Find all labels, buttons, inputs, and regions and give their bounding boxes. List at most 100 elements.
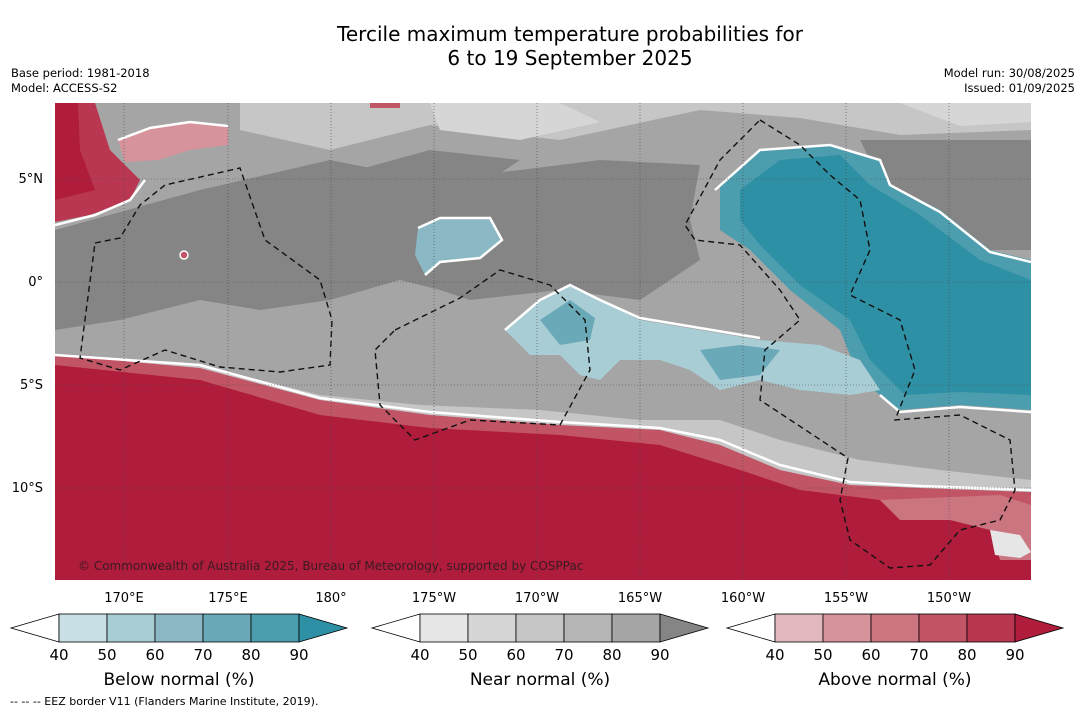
near-normal-colorbar-high-extension xyxy=(659,613,710,643)
eez-border-central xyxy=(374,269,591,441)
longitude-labels: 170°E 175°E 180° 175°W 170°W 165°W 160°W… xyxy=(104,591,971,606)
contour-central-patch xyxy=(417,216,504,276)
lat-label-5n: 5°N xyxy=(19,172,44,187)
latitude-labels: 5°N 0° 5°S 10°S xyxy=(12,172,43,496)
near-normal-colorbar-swatch xyxy=(467,613,517,643)
above-normal-colorbar-tick: 80 xyxy=(957,646,976,664)
above-normal-spot xyxy=(179,250,189,260)
above-normal-colorbar-tick: 90 xyxy=(1005,646,1024,664)
below-normal-colorbar-tick: 70 xyxy=(193,646,212,664)
title-line-2: 6 to 19 September 2025 xyxy=(447,46,693,70)
near-normal-colorbar-tick: 90 xyxy=(650,646,669,664)
above-normal-nw-patch xyxy=(118,122,228,162)
near-normal-dark-band-west xyxy=(55,160,700,330)
model-info: Base period: 1981-2018 Model: ACCESS-S2 xyxy=(11,66,150,96)
near-normal-colorbar-low-extension xyxy=(370,613,421,643)
lon-label-170e: 170°E xyxy=(104,591,144,606)
run-info: Model run: 30/08/2025 Issued: 01/09/2025 xyxy=(944,66,1075,96)
near-normal-dark-band-east xyxy=(860,140,1031,250)
below-normal-south-band xyxy=(505,285,880,395)
near-normal-colorbar-tick: 40 xyxy=(410,646,429,664)
lon-label-170w: 170°W xyxy=(515,591,559,606)
near-normal-colorbar-tick: 50 xyxy=(458,646,477,664)
contour-central-band xyxy=(504,283,761,340)
near-normal-colorbar: 40 50 60 70 80 90 Near normal (%) xyxy=(370,613,710,690)
above-normal-top-patch xyxy=(370,103,400,108)
model-run-date: Model run: 30/08/2025 xyxy=(943,66,1075,80)
lon-label-175w: 175°W xyxy=(412,591,456,606)
below-normal-colorbar-swatch xyxy=(106,613,156,643)
contour-east-north xyxy=(714,143,1031,264)
lon-label-150w: 150°W xyxy=(927,591,971,606)
below-normal-colorbar-tick: 90 xyxy=(289,646,308,664)
near-normal-colorbar-swatch xyxy=(611,613,661,643)
graticule xyxy=(55,103,1031,580)
near-normal-lighter-patch-east xyxy=(900,103,1031,126)
above-normal-colorbar-high-extension xyxy=(1014,613,1065,643)
near-normal-se-spot xyxy=(990,530,1031,558)
contour-south xyxy=(55,353,1031,492)
eez-border-east xyxy=(684,119,1016,569)
eez-footnote: -- -- -- EEZ border V11 (Flanders Marine… xyxy=(10,695,319,708)
threshold-contours xyxy=(55,120,1031,492)
below-normal-colorbar-swatch xyxy=(154,613,204,643)
below-normal-east-core xyxy=(740,155,1031,395)
contour-east-south xyxy=(879,394,1031,414)
lon-label-155w: 155°W xyxy=(824,591,868,606)
below-normal-colorbar-tick: 60 xyxy=(145,646,164,664)
below-normal-colorbar-tick: 50 xyxy=(97,646,116,664)
below-normal-colorbar-swatch xyxy=(250,613,300,643)
below-normal-colorbar-low-extension xyxy=(9,613,60,643)
lat-label-5s: 5°S xyxy=(20,378,43,393)
map-title: Tercile maximum temperature probabilitie… xyxy=(0,22,1085,70)
above-normal-colorbar-tick: 50 xyxy=(813,646,832,664)
below-normal-colorbar-swatch xyxy=(202,613,252,643)
contour-nw-patch xyxy=(117,120,229,142)
base-period: Base period: 1981-2018 xyxy=(11,66,150,80)
issued-date: Issued: 01/09/2025 xyxy=(964,81,1075,95)
below-normal-colorbar-tick: 80 xyxy=(241,646,260,664)
contour-nw xyxy=(55,179,146,227)
above-normal-colorbar-swatch xyxy=(822,613,872,643)
near-normal-colorbar-tick: 70 xyxy=(554,646,573,664)
above-normal-se-patch xyxy=(880,495,1031,560)
above-normal-colorbar-title: Above normal (%) xyxy=(818,670,971,690)
lon-label-175e: 175°E xyxy=(208,591,248,606)
probability-map: © Commonwealth of Australia 2025, Bureau… xyxy=(55,103,1031,580)
above-normal-colorbar-tick: 60 xyxy=(861,646,880,664)
near-normal-colorbar-swatch xyxy=(419,613,469,643)
below-normal-south-band-core-east xyxy=(700,345,780,380)
model-name: Model: ACCESS-S2 xyxy=(11,81,118,95)
lon-label-160w: 160°W xyxy=(721,591,765,606)
near-normal-dark-patch xyxy=(320,150,520,210)
near-normal-colorbar-tick: 80 xyxy=(602,646,621,664)
title-line-1: Tercile maximum temperature probabilitie… xyxy=(337,22,803,46)
above-normal-colorbar-swatch xyxy=(966,613,1016,643)
above-normal-colorbar-swatch xyxy=(774,613,824,643)
eez-borders xyxy=(79,119,1016,569)
below-normal-central-patch xyxy=(415,218,502,275)
above-normal-nw-core xyxy=(55,103,95,200)
above-normal-colorbar-tick: 40 xyxy=(765,646,784,664)
lat-label-10s: 10°S xyxy=(12,481,43,496)
below-normal-colorbar-swatch xyxy=(58,613,108,643)
copyright-notice: © Commonwealth of Australia 2025, Bureau… xyxy=(78,559,583,573)
below-normal-colorbar-title: Below normal (%) xyxy=(104,670,255,690)
above-normal-colorbar-low-extension xyxy=(725,613,776,643)
near-normal-colorbar-swatch xyxy=(515,613,565,643)
lon-label-165w: 165°W xyxy=(618,591,662,606)
below-normal-colorbar-high-extension xyxy=(298,613,349,643)
above-normal-colorbar-swatch xyxy=(918,613,968,643)
near-normal-colorbar-title: Near normal (%) xyxy=(470,670,610,690)
below-normal-south-band-core xyxy=(540,300,595,345)
above-normal-south-core xyxy=(55,365,1031,580)
eez-border-west xyxy=(79,167,333,373)
above-normal-colorbar-swatch xyxy=(870,613,920,643)
near-normal-colorbar-swatch xyxy=(563,613,613,643)
near-normal-colorbar-tick: 60 xyxy=(506,646,525,664)
above-normal-colorbar-tick: 70 xyxy=(909,646,928,664)
lat-label-equator: 0° xyxy=(28,275,43,290)
below-normal-colorbar: 40 50 60 70 80 90 Below normal (%) xyxy=(9,613,349,690)
near-normal-lighter-patch xyxy=(430,103,600,140)
lon-label-180: 180° xyxy=(315,591,346,606)
